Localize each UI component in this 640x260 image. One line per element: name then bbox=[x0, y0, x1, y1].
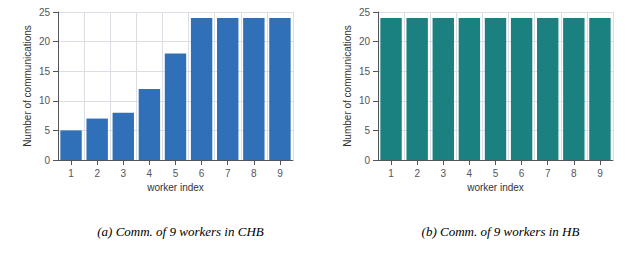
svg-text:6: 6 bbox=[199, 168, 205, 179]
svg-text:25: 25 bbox=[39, 7, 51, 18]
svg-text:10: 10 bbox=[39, 95, 51, 106]
svg-text:5: 5 bbox=[364, 125, 370, 136]
svg-text:7: 7 bbox=[545, 168, 551, 179]
svg-text:2: 2 bbox=[94, 168, 100, 179]
svg-text:1: 1 bbox=[388, 168, 394, 179]
svg-text:15: 15 bbox=[359, 66, 371, 77]
svg-text:0: 0 bbox=[364, 155, 370, 166]
svg-text:20: 20 bbox=[359, 36, 371, 47]
svg-text:4: 4 bbox=[467, 168, 473, 179]
svg-text:2: 2 bbox=[414, 168, 420, 179]
svg-text:7: 7 bbox=[225, 168, 231, 179]
svg-text:6: 6 bbox=[519, 168, 525, 179]
svg-text:(a) Comm. of 9 workers in CHB: (a) Comm. of 9 workers in CHB bbox=[97, 224, 264, 239]
svg-text:15: 15 bbox=[39, 66, 51, 77]
svg-text:10: 10 bbox=[359, 95, 371, 106]
svg-text:Number of communications: Number of communications bbox=[342, 25, 353, 147]
svg-text:Number of communications: Number of communications bbox=[22, 25, 33, 147]
svg-text:4: 4 bbox=[147, 168, 153, 179]
svg-text:(b) Comm. of 9 workers in HB: (b) Comm. of 9 workers in HB bbox=[422, 224, 580, 239]
svg-text:1: 1 bbox=[68, 168, 74, 179]
svg-text:3: 3 bbox=[120, 168, 126, 179]
svg-text:25: 25 bbox=[359, 7, 371, 18]
svg-text:worker index: worker index bbox=[146, 182, 204, 193]
svg-text:5: 5 bbox=[173, 168, 179, 179]
svg-text:9: 9 bbox=[597, 168, 603, 179]
svg-text:5: 5 bbox=[493, 168, 499, 179]
svg-text:8: 8 bbox=[251, 168, 257, 179]
svg-text:9: 9 bbox=[277, 168, 283, 179]
svg-text:20: 20 bbox=[39, 36, 51, 47]
svg-text:0: 0 bbox=[44, 155, 50, 166]
svg-text:5: 5 bbox=[44, 125, 50, 136]
svg-text:8: 8 bbox=[571, 168, 577, 179]
svg-text:3: 3 bbox=[440, 168, 446, 179]
svg-text:worker index: worker index bbox=[466, 182, 524, 193]
